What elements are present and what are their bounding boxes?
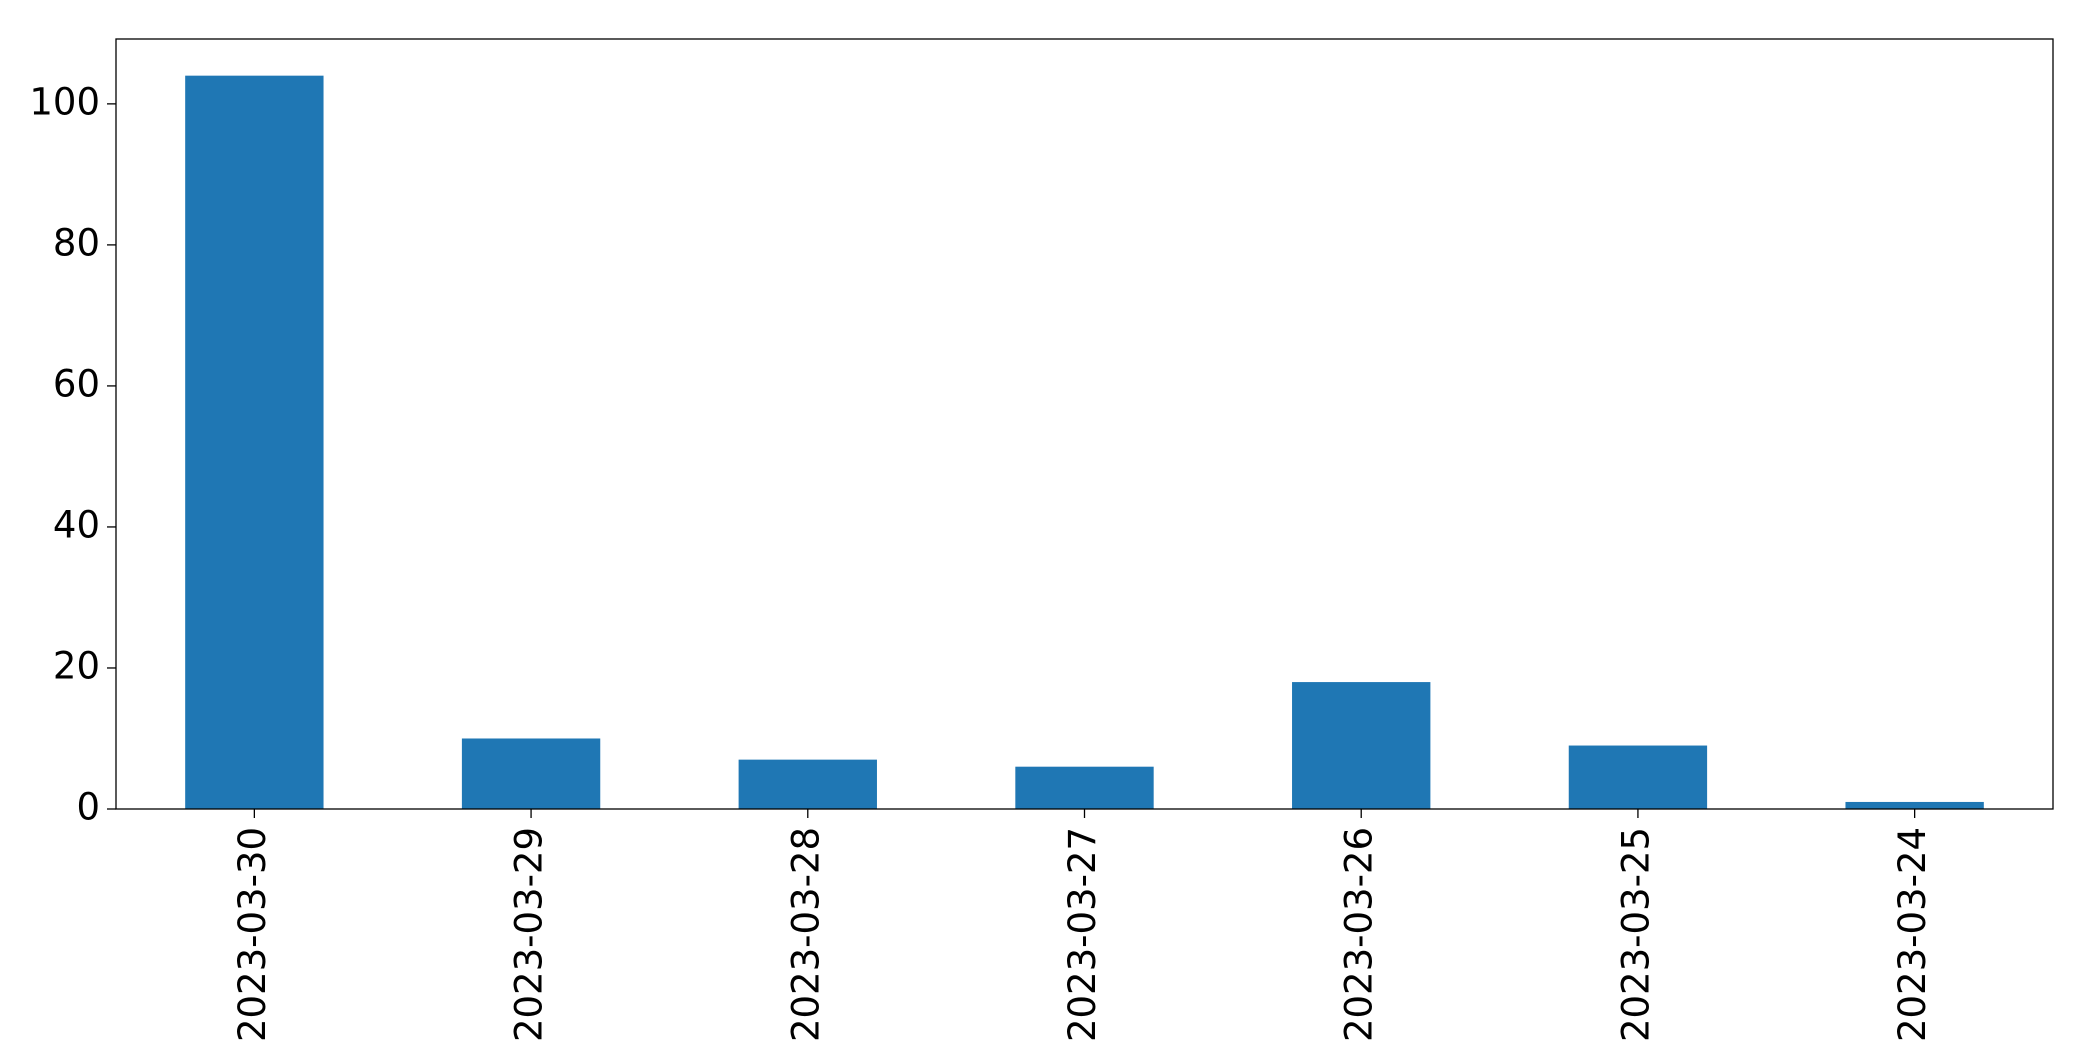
x-tick-label: 2023-03-29 [508,827,551,1042]
plot-frame [115,38,2054,810]
bar [185,75,324,809]
x-tick-label: 2023-03-27 [1061,827,1104,1042]
bar [1292,682,1431,809]
y-tick-label: 60 [53,362,100,405]
y-tick-label: 100 [29,80,100,123]
bar [1015,766,1154,809]
x-tick-label: 2023-03-30 [231,827,274,1042]
x-tick-label: 2023-03-24 [1891,827,1934,1042]
y-tick-label: 40 [53,503,100,546]
y-tick-label: 20 [53,644,100,687]
x-tick-label: 2023-03-25 [1614,827,1657,1042]
bar [738,759,877,809]
bar [1845,801,1984,809]
bar [1568,745,1708,809]
x-tick-label: 2023-03-28 [784,827,827,1042]
bar [461,738,601,809]
y-tick-label: 0 [76,786,100,829]
y-tick-label: 80 [53,221,100,264]
x-tick-label: 2023-03-26 [1338,827,1381,1042]
